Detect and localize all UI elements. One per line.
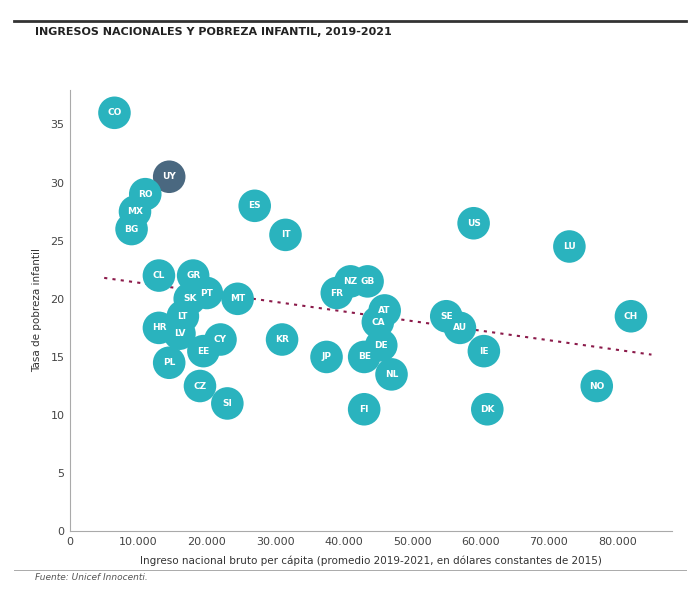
Text: JP: JP xyxy=(321,352,332,361)
Text: MX: MX xyxy=(127,207,143,216)
Point xyxy=(379,306,391,315)
Point xyxy=(376,340,387,350)
Text: LU: LU xyxy=(563,242,576,251)
Text: Fuente: Unicef Innocenti.: Fuente: Unicef Innocenti. xyxy=(35,573,148,582)
Text: LV: LV xyxy=(174,329,186,338)
Point xyxy=(232,294,243,304)
Text: FI: FI xyxy=(359,405,369,414)
Point xyxy=(454,323,466,333)
Point xyxy=(174,329,185,338)
Point xyxy=(153,323,164,333)
Text: AU: AU xyxy=(453,324,467,333)
Point xyxy=(139,189,151,199)
Text: DE: DE xyxy=(374,341,388,350)
Point xyxy=(198,346,209,356)
Point xyxy=(276,335,288,344)
Text: NZ: NZ xyxy=(344,277,358,286)
Text: PL: PL xyxy=(163,358,176,367)
Text: PT: PT xyxy=(200,288,214,297)
Y-axis label: Tasa de pobreza infantil: Tasa de pobreza infantil xyxy=(32,248,42,373)
Text: SK: SK xyxy=(183,294,197,303)
Point xyxy=(591,381,602,391)
Point xyxy=(321,352,332,362)
Text: SI: SI xyxy=(223,399,232,408)
Point xyxy=(130,207,141,216)
Text: DK: DK xyxy=(480,405,494,414)
Point xyxy=(201,288,212,298)
Text: MT: MT xyxy=(230,294,245,303)
Point xyxy=(164,172,175,181)
Point xyxy=(358,352,370,362)
Point xyxy=(177,312,188,321)
Point xyxy=(358,405,370,414)
Text: CZ: CZ xyxy=(193,381,206,390)
Point xyxy=(109,108,120,118)
Text: CL: CL xyxy=(153,271,165,280)
Point xyxy=(372,317,384,327)
Text: LT: LT xyxy=(178,312,188,321)
Text: GR: GR xyxy=(186,271,200,280)
Text: BG: BG xyxy=(125,224,139,233)
Text: SE: SE xyxy=(440,312,453,321)
Text: RO: RO xyxy=(138,190,153,199)
Text: NL: NL xyxy=(385,370,398,379)
Text: NO: NO xyxy=(589,381,604,390)
Point xyxy=(345,276,356,286)
Text: ES: ES xyxy=(248,201,261,210)
Text: CH: CH xyxy=(624,312,638,321)
Text: UY: UY xyxy=(162,173,176,181)
Point xyxy=(188,271,199,281)
Text: IE: IE xyxy=(479,347,489,356)
Point xyxy=(215,335,226,344)
Text: INGRESOS NACIONALES Y POBREZA INFANTIL, 2019-2021: INGRESOS NACIONALES Y POBREZA INFANTIL, … xyxy=(35,27,392,37)
Point xyxy=(222,399,233,408)
Point xyxy=(564,242,575,251)
Text: KR: KR xyxy=(275,335,289,344)
Point xyxy=(468,219,480,228)
Text: GB: GB xyxy=(360,277,374,286)
Point xyxy=(478,346,489,356)
Point xyxy=(164,358,175,368)
Point xyxy=(153,271,164,281)
Point xyxy=(362,276,373,286)
X-axis label: Ingreso nacional bruto per cápita (promedio 2019-2021, en dólares constantes de : Ingreso nacional bruto per cápita (prome… xyxy=(140,555,602,566)
Point xyxy=(126,224,137,234)
Point xyxy=(386,370,397,379)
Text: BE: BE xyxy=(358,352,371,361)
Text: CA: CA xyxy=(371,318,385,327)
Text: EE: EE xyxy=(197,347,209,356)
Text: IT: IT xyxy=(281,230,290,239)
Text: CY: CY xyxy=(214,335,227,344)
Point xyxy=(331,288,342,298)
Point xyxy=(625,312,636,321)
Point xyxy=(184,294,195,304)
Text: HR: HR xyxy=(152,324,166,333)
Text: CO: CO xyxy=(107,108,122,117)
Point xyxy=(280,230,291,239)
Text: FR: FR xyxy=(330,288,343,297)
Text: AT: AT xyxy=(379,306,391,315)
Point xyxy=(482,405,493,414)
Point xyxy=(441,312,452,321)
Point xyxy=(195,381,206,391)
Point xyxy=(249,201,260,211)
Text: US: US xyxy=(467,219,481,227)
